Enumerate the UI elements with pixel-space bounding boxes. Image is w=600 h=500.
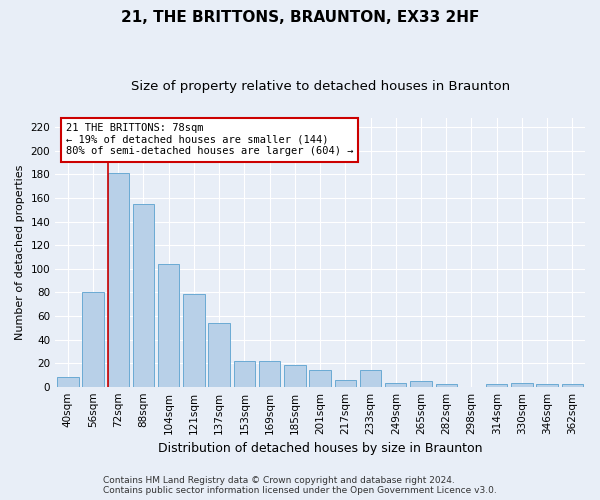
Bar [511, 383, 533, 386]
Bar [183, 294, 205, 386]
Bar [259, 360, 280, 386]
Y-axis label: Number of detached properties: Number of detached properties [15, 164, 25, 340]
Text: 21 THE BRITTONS: 78sqm
← 19% of detached houses are smaller (144)
80% of semi-de: 21 THE BRITTONS: 78sqm ← 19% of detached… [66, 123, 353, 156]
Title: Size of property relative to detached houses in Braunton: Size of property relative to detached ho… [131, 80, 509, 93]
Bar [82, 292, 104, 386]
Bar [335, 380, 356, 386]
Text: Contains HM Land Registry data © Crown copyright and database right 2024.
Contai: Contains HM Land Registry data © Crown c… [103, 476, 497, 495]
Text: 21, THE BRITTONS, BRAUNTON, EX33 2HF: 21, THE BRITTONS, BRAUNTON, EX33 2HF [121, 10, 479, 25]
Bar [158, 264, 179, 386]
Bar [208, 323, 230, 386]
Bar [536, 384, 558, 386]
Bar [284, 366, 305, 386]
Bar [562, 384, 583, 386]
Bar [410, 381, 432, 386]
Bar [233, 360, 255, 386]
Bar [486, 384, 508, 386]
Bar [107, 173, 129, 386]
Bar [360, 370, 381, 386]
Bar [385, 383, 406, 386]
Bar [436, 384, 457, 386]
Bar [57, 377, 79, 386]
X-axis label: Distribution of detached houses by size in Braunton: Distribution of detached houses by size … [158, 442, 482, 455]
Bar [310, 370, 331, 386]
Bar [133, 204, 154, 386]
